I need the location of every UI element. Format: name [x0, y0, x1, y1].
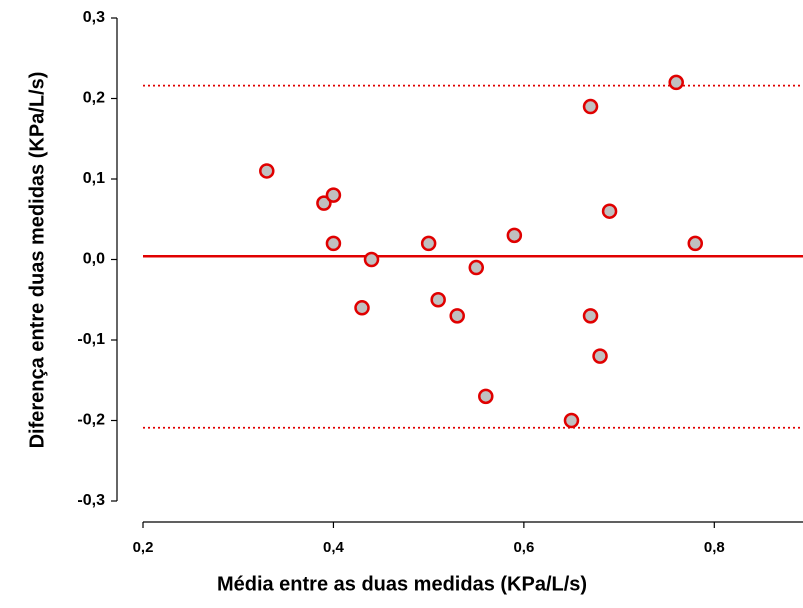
point — [592, 348, 608, 364]
point — [563, 412, 580, 429]
point — [601, 203, 618, 219]
y-tick-label: 0,0 — [83, 251, 105, 268]
x-tick-label: 0,2 — [133, 539, 154, 556]
y-tick-label: -0,2 — [77, 412, 105, 429]
x-axis-title: Média entre as duas medidas (KPa/L/s) — [217, 573, 587, 595]
x-tick-label: 0,6 — [513, 539, 534, 556]
point — [478, 388, 494, 405]
point — [259, 163, 275, 179]
y-tick-label: 0,2 — [83, 90, 105, 107]
point — [430, 292, 446, 308]
point — [582, 308, 599, 324]
point — [582, 98, 599, 115]
x-tick-label: 0,8 — [704, 539, 725, 556]
y-axis-title: Diferença entre duas medidas (KPa/L/s) — [26, 72, 48, 449]
y-tick-label: -0,3 — [77, 492, 105, 509]
point — [363, 251, 380, 268]
point — [325, 187, 342, 203]
point — [316, 195, 332, 211]
y-tick-label: -0,1 — [77, 331, 105, 348]
point — [687, 235, 704, 252]
point — [506, 227, 523, 244]
y-tick-label: 0,1 — [83, 170, 105, 187]
point — [468, 259, 485, 276]
point — [668, 74, 684, 91]
point — [354, 300, 370, 316]
point — [325, 235, 342, 252]
point — [420, 235, 437, 252]
x-tick-label: 0,4 — [323, 539, 345, 556]
y-tick-label: 0,3 — [83, 9, 105, 26]
point — [449, 308, 465, 324]
